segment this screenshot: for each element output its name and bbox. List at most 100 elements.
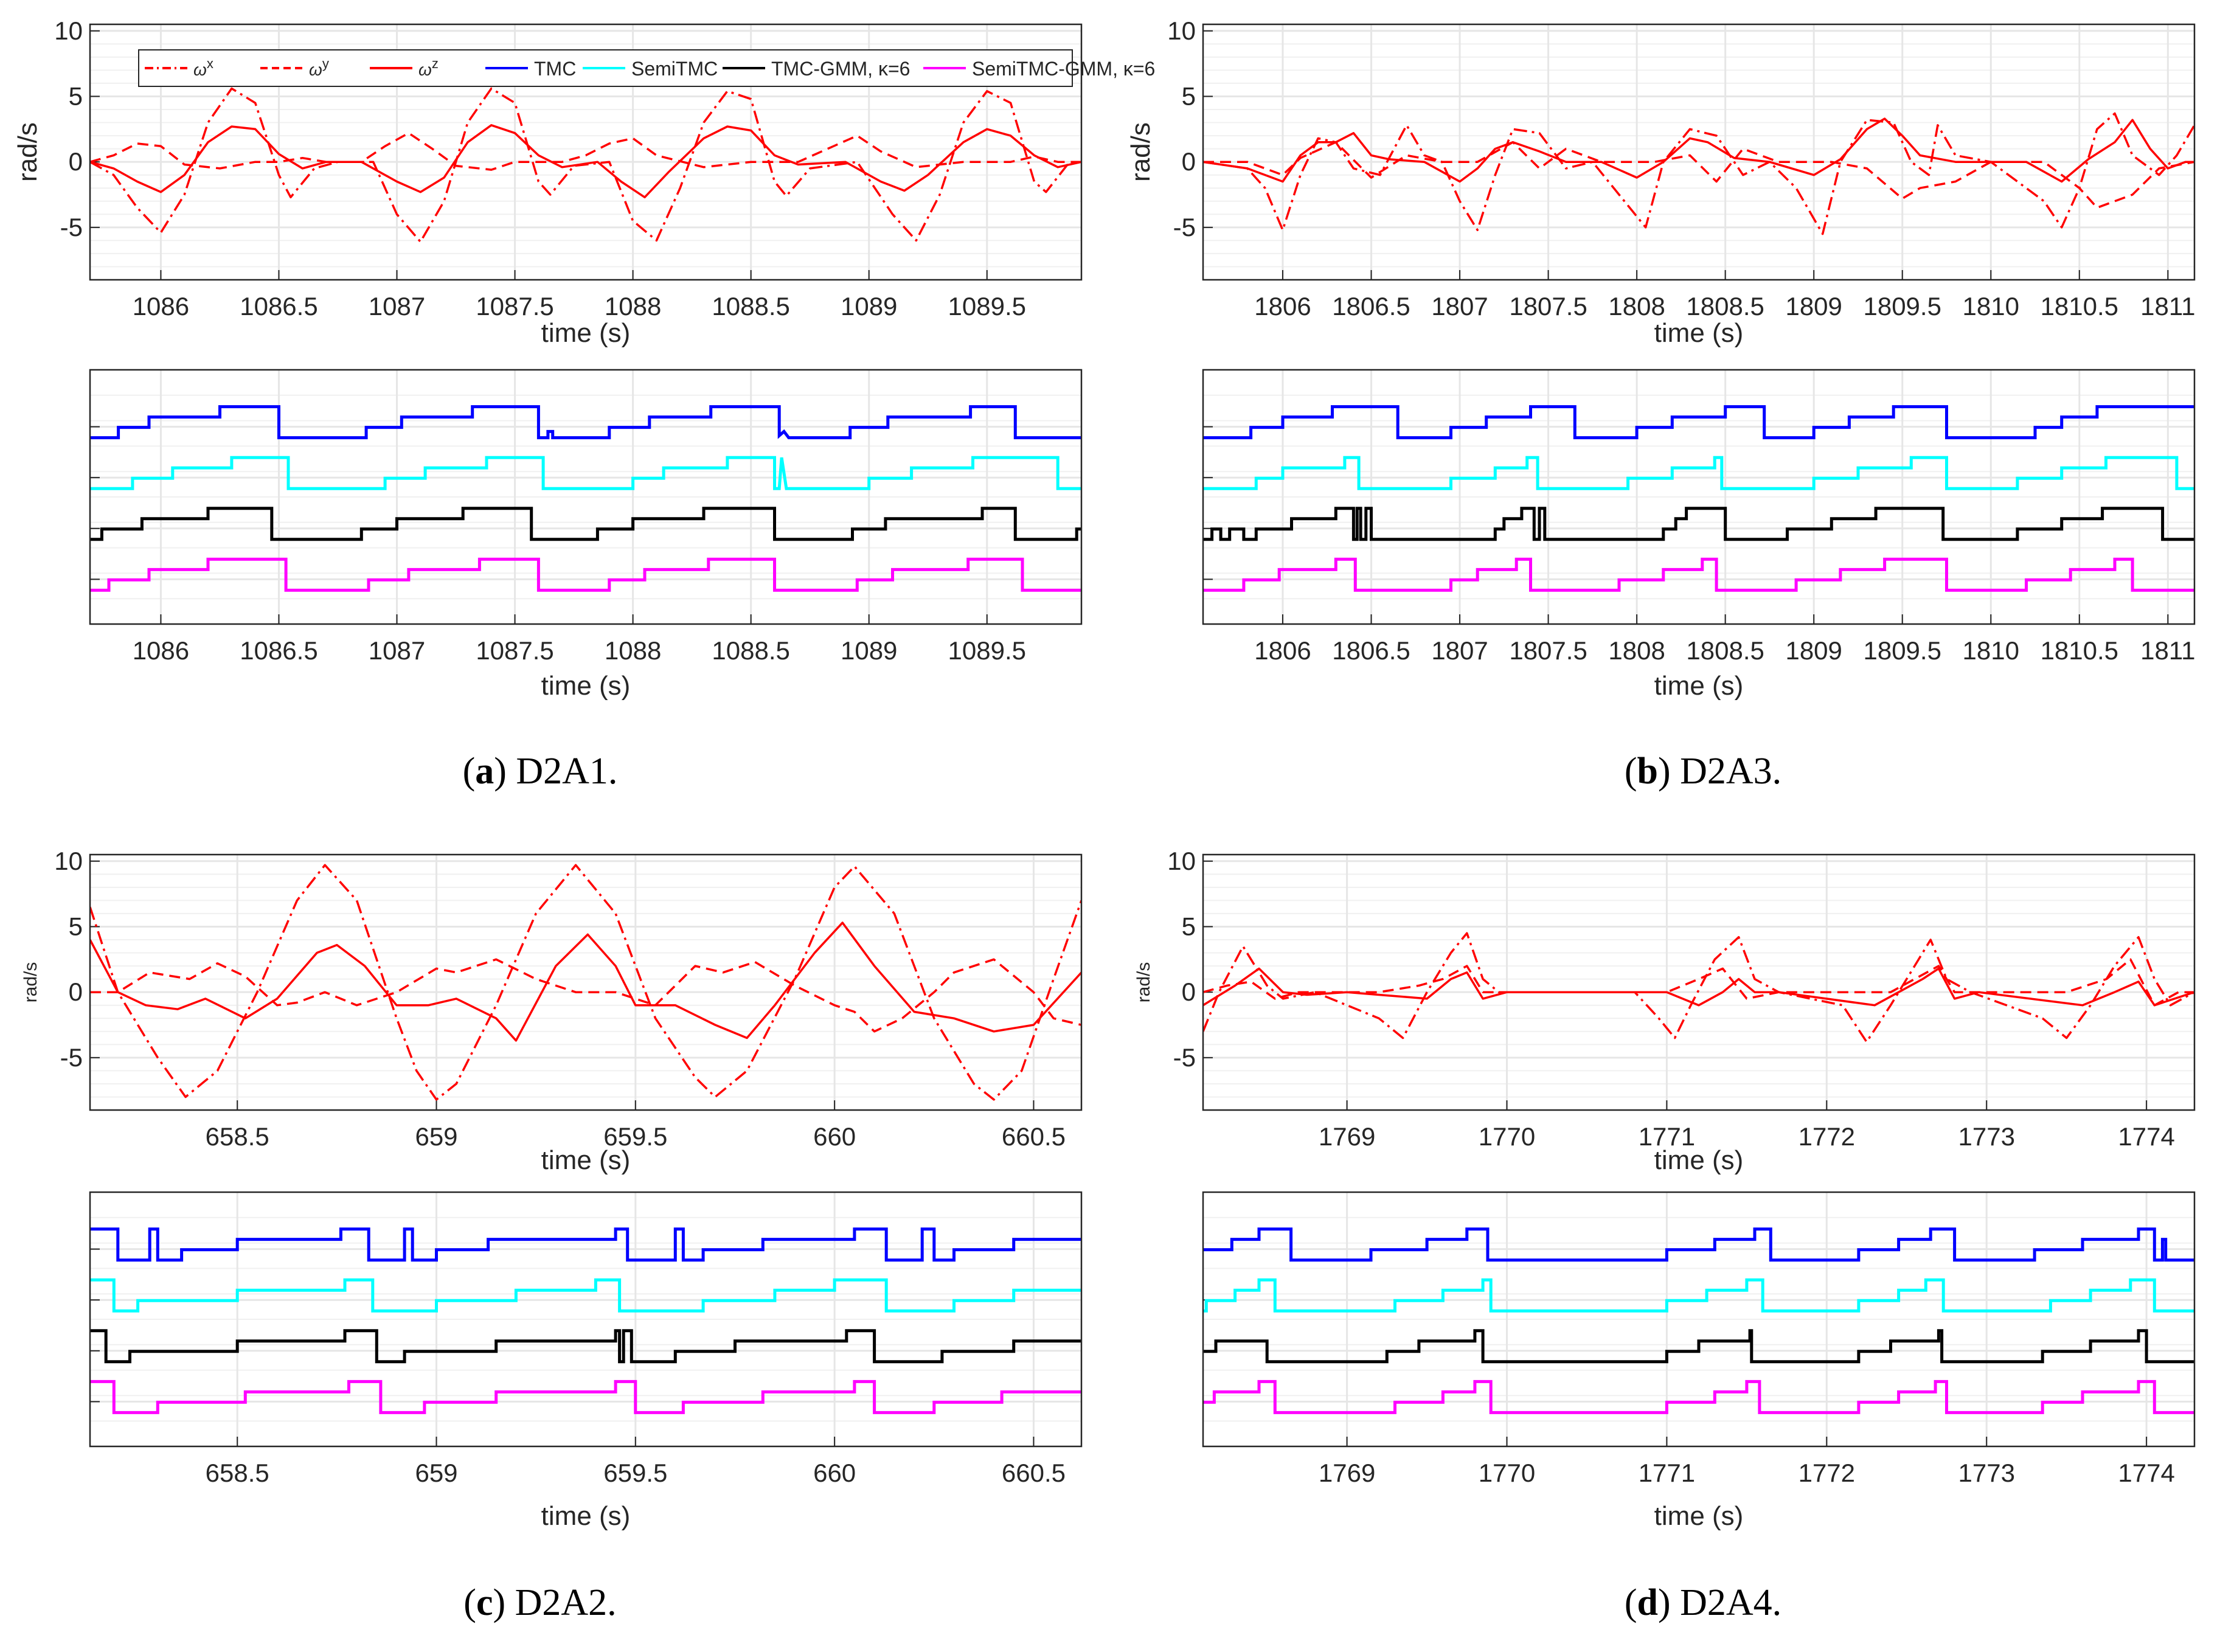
y-tick-label: 5 xyxy=(1182,82,1196,110)
x-tick-label: 1808.5 xyxy=(1686,636,1764,665)
x-tick-label: 658.5 xyxy=(206,1122,269,1151)
series-line-omega-x xyxy=(90,87,1081,243)
plot-area xyxy=(1203,855,2194,1110)
caption-letter: d xyxy=(1637,1582,1657,1623)
y-tick-label: 5 xyxy=(69,82,83,110)
x-tick-label: 1806.5 xyxy=(1332,292,1410,321)
series-line-semitmc-gmm- xyxy=(90,557,1081,592)
caption-letter: b xyxy=(1637,751,1657,792)
series-line-tmc-gmm- xyxy=(90,507,1081,541)
caption-letter: a xyxy=(475,751,494,792)
legend-label: SemiTMC xyxy=(631,58,718,80)
axes-frame xyxy=(1202,369,2196,625)
x-tick-label: 1808 xyxy=(1608,292,1665,321)
legend-item: ωz xyxy=(370,56,439,79)
y-axis-label: rad/s xyxy=(21,962,41,1003)
axes-frame xyxy=(89,23,1083,281)
x-tick-label: 1807 xyxy=(1431,636,1488,665)
x-tick-label: 1771 xyxy=(1639,1122,1695,1151)
x-tick-label: 1774 xyxy=(2118,1122,2174,1151)
y-tick-label: -5 xyxy=(60,1043,83,1072)
legend-label: TMC xyxy=(534,58,576,80)
state-axes: 1769 1770 1771 1772 1773 1774 time (s) xyxy=(1202,1191,2196,1531)
x-tick-label: 1807 xyxy=(1431,292,1488,321)
x-tick-label: 1087 xyxy=(369,292,425,321)
series-line-semitmc-gmm- xyxy=(90,1380,1081,1414)
x-tick-label: 1089.5 xyxy=(948,636,1026,665)
x-axis-label: time (s) xyxy=(541,1145,631,1175)
series-line-tmc-gmm- xyxy=(90,1329,1081,1364)
axes-frame xyxy=(89,853,1083,1111)
y-tick-label: 10 xyxy=(1167,16,1196,45)
x-tick-label: 1774 xyxy=(2118,1459,2174,1487)
x-tick-label: 1809 xyxy=(1785,292,1842,321)
y-tick-label: -5 xyxy=(1173,213,1196,241)
panel-caption: (b) D2A3. xyxy=(1625,751,1781,792)
x-tick-label: 1087.5 xyxy=(476,636,553,665)
x-tick-label: 1809 xyxy=(1785,636,1842,665)
series-line-semitmc-gmm- xyxy=(1203,557,2194,592)
y-tick-label: 0 xyxy=(69,147,83,176)
x-tick-label: 1089 xyxy=(841,292,897,321)
series-line-omega-z xyxy=(90,124,1081,199)
series-line-tmc-gmm- xyxy=(1203,1329,2194,1364)
series-line-omega-x xyxy=(90,864,1081,1101)
y-tick-label: 10 xyxy=(54,16,83,45)
x-axis-label: time (s) xyxy=(1654,671,1744,701)
x-tick-label: 1807.5 xyxy=(1509,636,1587,665)
x-tick-label: 1770 xyxy=(1479,1459,1535,1487)
legend-label: ωz xyxy=(418,56,439,79)
legend-label: SemiTMC-GMM, κ=6 xyxy=(972,58,1155,80)
series-line-semitmc xyxy=(1203,456,2194,490)
x-tick-label: 1086 xyxy=(133,292,189,321)
x-tick-label: 1769 xyxy=(1319,1459,1375,1487)
x-tick-label: 1088 xyxy=(605,292,661,321)
x-tick-label: 1087 xyxy=(369,636,425,665)
x-tick-label: 1772 xyxy=(1799,1459,1855,1487)
x-tick-label: 1088.5 xyxy=(712,292,789,321)
x-tick-label: 1086 xyxy=(133,636,189,665)
legend-item: SemiTMC xyxy=(583,58,718,80)
y-axis-label: rad/s xyxy=(1126,122,1156,182)
legend-item: TMC xyxy=(485,58,576,80)
x-tick-label: 1810.5 xyxy=(2041,636,2118,665)
series-line-omega-y xyxy=(1203,141,2194,209)
legend-item: ωx xyxy=(145,56,213,79)
x-tick-label: 660 xyxy=(813,1122,856,1151)
series-line-semitmc xyxy=(90,456,1081,490)
x-tick-label: 659.5 xyxy=(603,1122,667,1151)
x-tick-label: 659.5 xyxy=(603,1459,667,1487)
legend-item: SemiTMC-GMM, κ=6 xyxy=(923,58,1155,80)
x-axis-label: time (s) xyxy=(541,671,631,701)
series-line-omega-y xyxy=(1203,958,2194,1007)
panel-1: -5 0 5 10 1086 1086.5 1087 1087.5 1088 1088.5 1089… xyxy=(13,16,1155,792)
x-tick-label: 660.5 xyxy=(1002,1459,1066,1487)
axes-frame xyxy=(1202,853,2196,1111)
x-tick-label: 1810 xyxy=(1963,292,2019,321)
series-line-tmc xyxy=(90,405,1081,440)
series-line-omega-z xyxy=(90,921,1081,1042)
x-tick-label: 659 xyxy=(415,1459,457,1487)
y-tick-label: 0 xyxy=(69,977,83,1006)
legend-item: ωy xyxy=(260,56,329,79)
x-tick-label: 1806.5 xyxy=(1332,636,1410,665)
y-tick-label: 5 xyxy=(1182,912,1196,940)
x-tick-label: 1806 xyxy=(1254,636,1311,665)
x-tick-label: 1088 xyxy=(605,636,661,665)
plot-area xyxy=(1203,24,2194,280)
x-tick-label: 660.5 xyxy=(1002,1122,1066,1151)
omega-axes: -5 0 5 10 1806 1806.5 1807 1807.5 1808 1808.5 1809… xyxy=(1126,16,2196,348)
axes-frame xyxy=(1202,23,2196,281)
series-line-tmc xyxy=(1203,1227,2194,1262)
y-tick-label: 10 xyxy=(1167,847,1196,875)
legend-label: ωx xyxy=(193,56,213,79)
x-tick-label: 1811 xyxy=(2140,636,2195,665)
series-line-tmc xyxy=(1203,405,2194,440)
series-line-omega-z xyxy=(1203,117,2194,183)
series-line-omega-y xyxy=(90,132,1081,171)
x-tick-label: 1086.5 xyxy=(240,292,317,321)
x-tick-label: 1807.5 xyxy=(1509,292,1587,321)
y-tick-label: 0 xyxy=(1182,147,1196,176)
panel-2: -5 0 5 10 1806 1806.5 1807 1807.5 1808 1808.5 1809… xyxy=(1126,16,2196,792)
